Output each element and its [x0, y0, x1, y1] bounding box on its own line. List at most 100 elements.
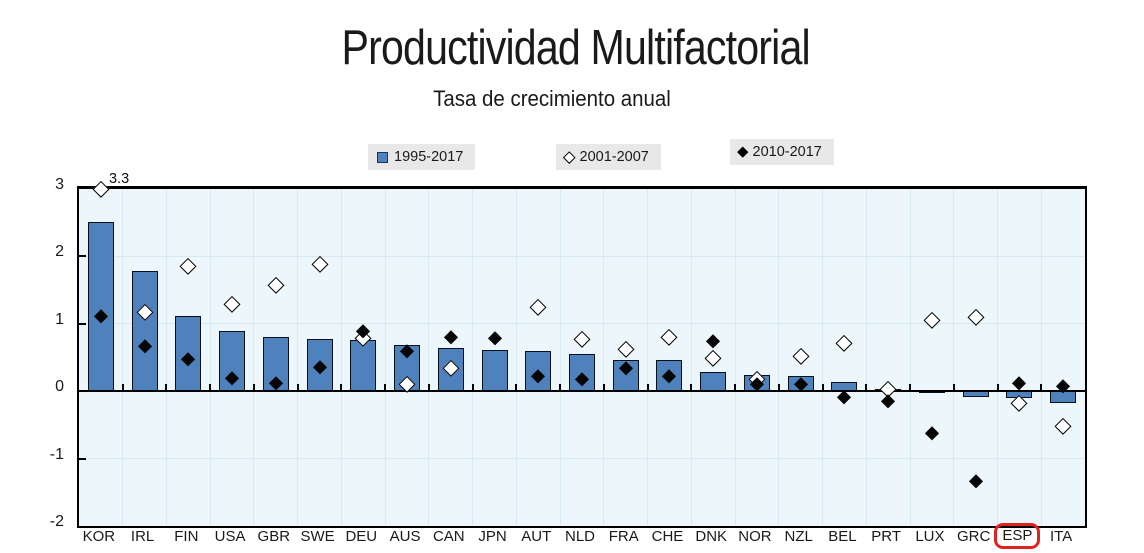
bar-KOR	[87, 222, 114, 392]
x-axis-label: NZL	[784, 528, 813, 545]
marker-open-diamond-ITA	[1054, 418, 1072, 435]
plot-area: 3.3	[77, 171, 1087, 528]
x-axis-label: BEL	[828, 528, 857, 545]
x-axis-label: CHE	[651, 528, 684, 545]
marker-open-diamond-GBR	[267, 277, 284, 294]
y-axis-label: -1	[49, 445, 64, 463]
marker-open-diamond-AUT	[530, 298, 547, 316]
x-axis-label: CAN	[432, 528, 465, 545]
x-axis-tick	[690, 384, 693, 392]
x-axis-label: NLD	[564, 528, 596, 545]
x-axis-label: FIN	[174, 528, 199, 545]
v-gridline	[690, 189, 692, 526]
x-axis-label: NOR	[738, 528, 772, 545]
marker-open-diamond-DNK	[705, 350, 722, 367]
v-gridline	[603, 189, 605, 526]
x-axis-label: SWE	[300, 528, 335, 545]
h-gridline	[79, 255, 1085, 257]
chart-title: Productividad Multifactorial	[341, 21, 810, 75]
chart-subtitle: Tasa de crecimiento anual	[433, 86, 671, 111]
zero-line	[79, 390, 1085, 393]
legend-item-1995-2017: 1995-2017	[368, 144, 476, 170]
v-gridline	[559, 189, 561, 526]
x-axis-label: USA	[214, 528, 246, 545]
marker-filled-diamond-JPN	[487, 331, 502, 345]
y-axis-tick	[79, 255, 86, 258]
x-axis-tick	[909, 384, 912, 392]
x-axis-tick	[121, 384, 124, 392]
bar-DNK	[700, 371, 727, 392]
marker-filled-diamond-PRT	[881, 393, 895, 408]
y-axis-label: 1	[55, 310, 64, 328]
x-axis-label: GRC	[956, 528, 991, 545]
x-axis-label: LUX	[915, 528, 945, 545]
x-axis-label: KOR	[82, 528, 116, 545]
x-axis-label: FRA	[608, 528, 639, 545]
x-axis-tick	[602, 384, 605, 392]
marker-open-diamond-FIN	[180, 257, 197, 274]
v-gridline	[428, 189, 430, 526]
v-gridline	[515, 189, 517, 526]
marker-open-diamond-CHE	[661, 329, 678, 346]
v-gridline	[909, 189, 911, 526]
x-axis-tick	[209, 384, 212, 392]
x-axis-label: AUS	[389, 528, 421, 545]
blue-square-icon	[377, 151, 388, 163]
y-axis-label: 0	[55, 378, 64, 396]
marker-open-diamond-FRA	[617, 340, 634, 357]
bar-IRL	[131, 271, 158, 392]
x-axis-label-highlight: ESP	[994, 523, 1041, 549]
annotation-kor-value: 3.3	[109, 171, 130, 187]
x-axis-label: PRT	[871, 528, 902, 545]
bar-ITA	[1050, 391, 1077, 404]
marker-open-diamond-BEL	[836, 334, 853, 351]
open-diamond-icon	[563, 150, 576, 164]
v-gridline	[865, 189, 867, 526]
x-axis-tick	[734, 384, 737, 392]
bar-JPN	[481, 350, 508, 392]
x-axis-tick	[865, 384, 868, 392]
v-gridline	[122, 189, 124, 526]
y-axis-tick	[79, 322, 86, 325]
x-axis-tick	[515, 384, 518, 392]
bar-DEU	[350, 339, 377, 392]
x-axis-tick	[559, 384, 562, 392]
v-gridline	[734, 189, 736, 526]
x-axis-tick	[821, 384, 824, 392]
v-gridline	[778, 189, 780, 526]
x-axis-label: DEU	[345, 528, 378, 545]
marker-filled-diamond-GRC	[968, 474, 983, 488]
v-gridline	[384, 189, 386, 526]
filled-diamond-icon	[737, 146, 749, 158]
legend-label: 2001-2007	[579, 149, 649, 165]
v-gridline	[647, 189, 649, 526]
legend-label: 2010-2017	[752, 144, 822, 160]
x-axis-tick	[252, 384, 255, 392]
v-gridline	[822, 189, 824, 526]
marker-open-diamond-LUX	[923, 312, 941, 329]
h-gridline	[79, 458, 1085, 460]
x-axis-tick	[777, 384, 780, 392]
x-axis-label: GBR	[257, 528, 291, 545]
x-axis-label: JPN	[478, 528, 507, 545]
x-axis-tick	[165, 384, 168, 392]
x-axis-tick	[427, 384, 430, 392]
v-gridline	[472, 189, 474, 526]
y-axis-label: 3	[55, 176, 64, 193]
x-axis-tick	[1040, 384, 1043, 392]
x-axis-tick	[384, 384, 387, 392]
y-axis-label: 2	[55, 243, 64, 261]
y-axis-label: -2	[49, 513, 64, 530]
y-axis-tick	[79, 457, 86, 460]
v-gridline	[1040, 189, 1042, 526]
v-gridline	[953, 189, 955, 526]
marker-filled-diamond-CAN	[444, 329, 458, 344]
marker-open-diamond-NLD	[573, 331, 591, 348]
marker-open-diamond-SWE	[311, 256, 328, 273]
marker-open-diamond-USA	[223, 295, 241, 312]
v-gridline	[997, 189, 999, 526]
marker-filled-diamond-ESP	[1012, 376, 1027, 390]
x-axis-label: IRL	[130, 528, 155, 545]
x-axis-label: AUT	[521, 528, 552, 545]
h-gridline	[79, 323, 1085, 325]
